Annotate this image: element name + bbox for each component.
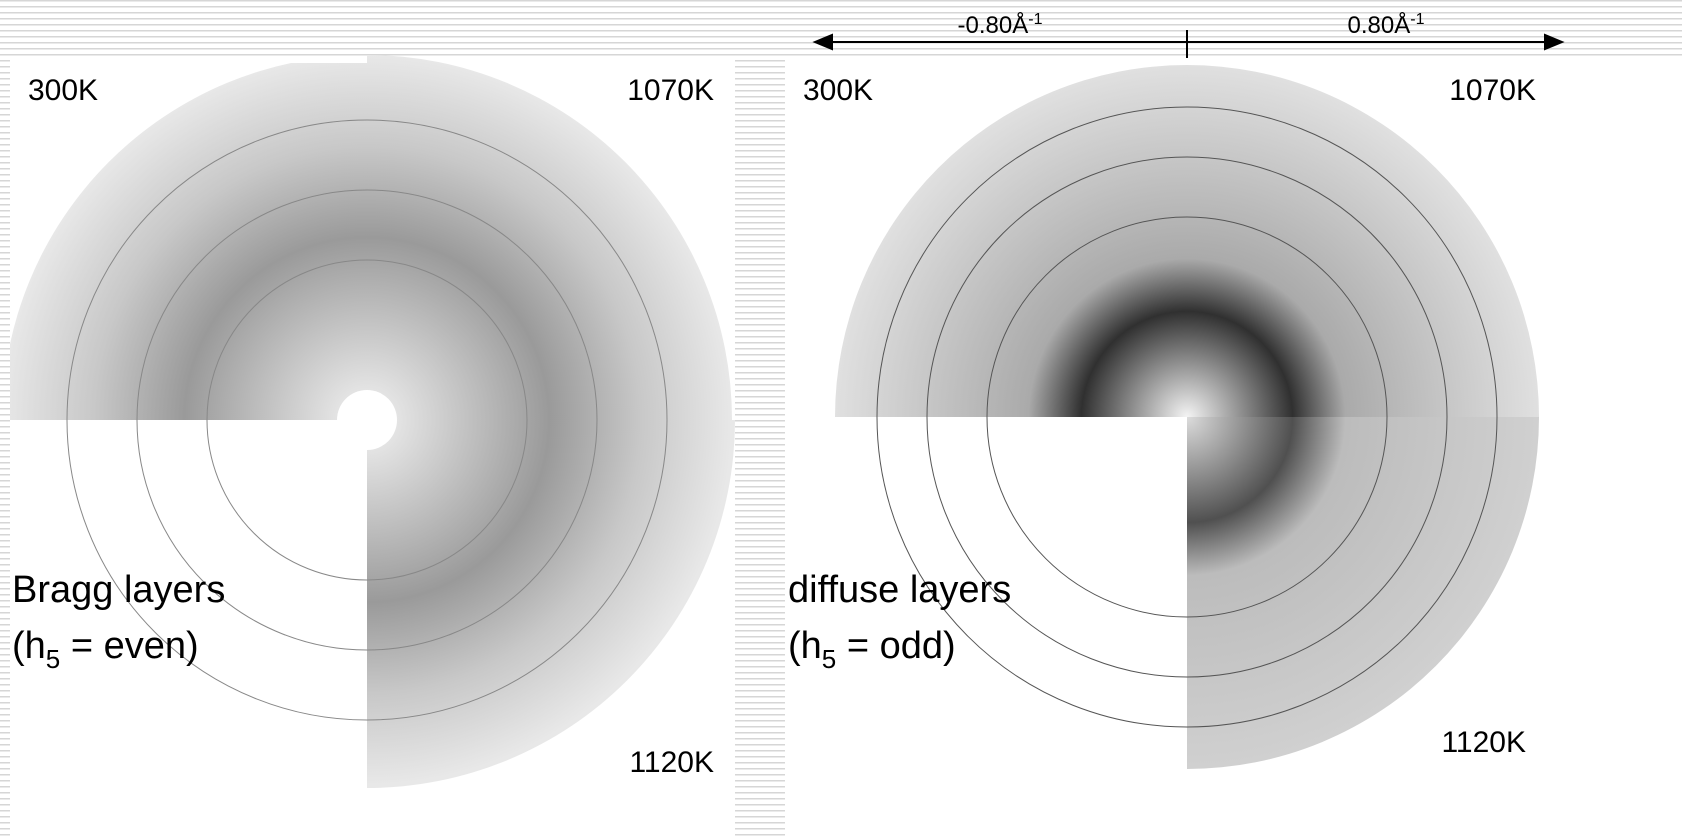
panel-title: diffuse layers [788,569,1011,611]
scale-value: 0.80Å [1348,11,1411,39]
page: 300K 1070K 1120K Bragg layers (h5 = even… [0,0,1682,837]
temperature-label: 1070K [1449,74,1536,107]
bragg-image [2,55,735,788]
temperature-label: 1120K [1441,726,1526,759]
temperature-label: 300K [28,74,98,107]
panel-condition: (h5 = even) [12,625,199,674]
cond-open: (h [12,625,46,667]
scale-sup: -1 [1028,11,1042,28]
stripe-band [0,0,1682,60]
scale-sup: -1 [1410,11,1424,28]
panel-title: Bragg layers [12,569,225,611]
scale-value: -0.80Å [958,11,1029,39]
temperature-label: 1120K [629,746,714,779]
stripe-band [0,60,10,837]
cond-close: = odd) [836,625,955,667]
temperature-label: 1070K [627,74,714,107]
stripe-band [735,60,785,837]
figure: 300K 1070K 1120K Bragg layers (h5 = even… [0,0,1682,837]
cond-open: (h [788,625,822,667]
cond-sub: 5 [822,644,836,674]
cond-close: = even) [60,625,198,667]
panel-condition: (h5 = odd) [788,625,956,674]
temperature-label: 300K [803,74,873,107]
cond-sub: 5 [46,644,60,674]
